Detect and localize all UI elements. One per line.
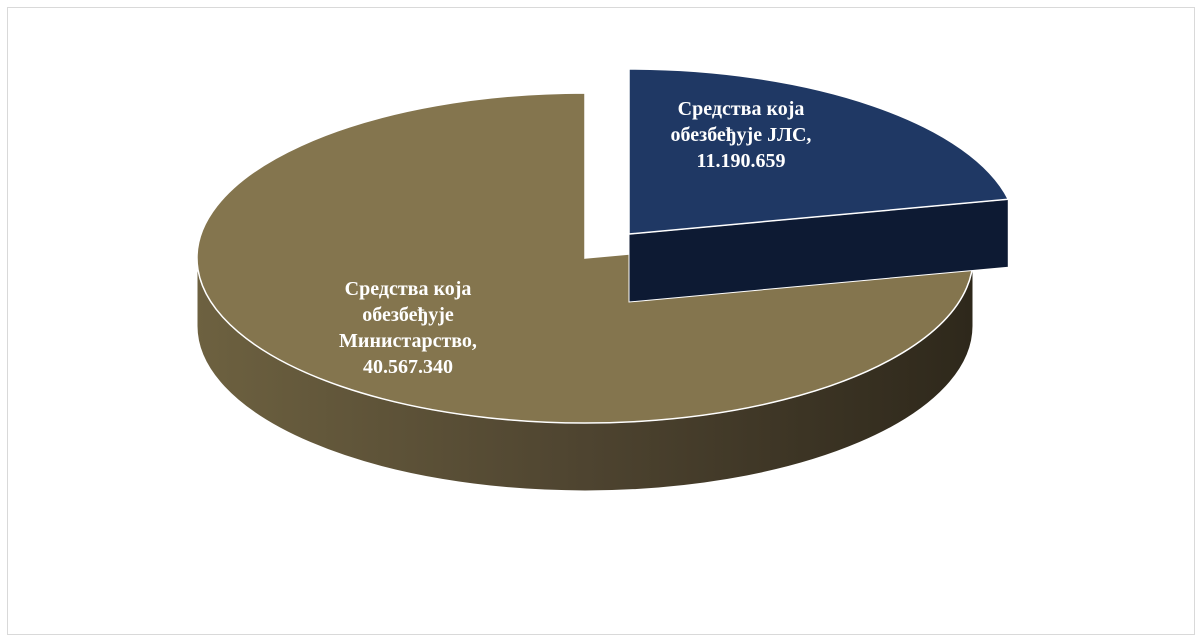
data-label-1-line-0: Средства која xyxy=(345,278,472,300)
pie-chart: Средства која обезбеђује ЈЛС, 11.190.659Ср… xyxy=(196,68,1010,492)
data-label-1-line-3: 40.567.340 xyxy=(363,356,453,378)
pie-slice-1 xyxy=(196,92,974,492)
data-label-1: Средства која обезбеђује Министарство, 40.5… xyxy=(339,278,477,378)
pie-slice-top-1 xyxy=(196,92,974,424)
data-label-0: Средства која обезбеђује ЈЛС, 11.190.659 xyxy=(671,98,812,172)
data-label-0-line-0: Средства која xyxy=(678,98,805,120)
data-label-1-line-1: обезбеђује xyxy=(362,304,454,326)
pie-slice-0 xyxy=(628,68,1010,303)
chart-area: Средства која обезбеђује ЈЛС, 11.190.659 Ср… xyxy=(7,7,1195,635)
data-label-1-line-2: Министарство, xyxy=(339,330,477,352)
pie-slice-top-0 xyxy=(628,68,1010,235)
data-label-0-line-2: 11.190.659 xyxy=(697,150,786,172)
data-label-0-line-1: обезбеђује ЈЛС, xyxy=(671,124,812,146)
